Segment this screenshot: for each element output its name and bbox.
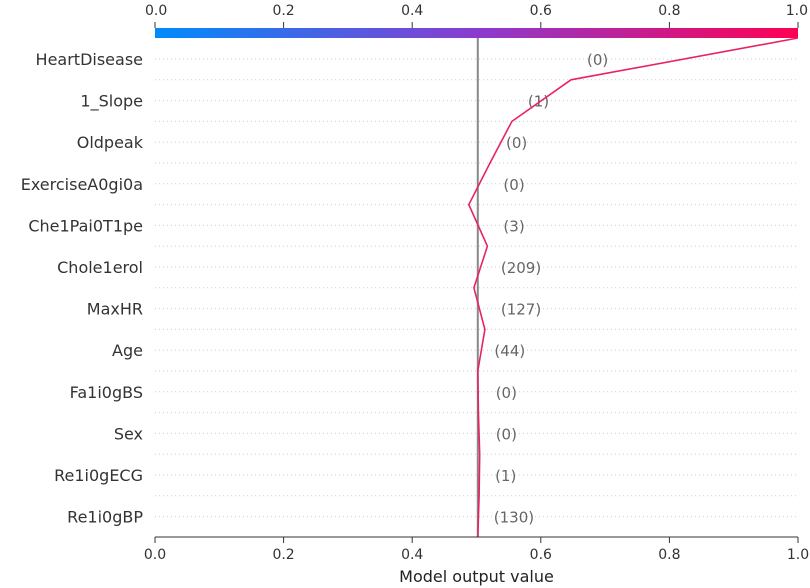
- feature-label: Sex: [114, 424, 143, 443]
- feature-value-label: (0): [496, 384, 517, 402]
- bottom-tick-label: 0.6: [530, 547, 552, 563]
- feature-value-label: (127): [501, 301, 541, 319]
- decision-path-line: [467, 37, 799, 538]
- top-tick-label: 0.4: [401, 3, 423, 19]
- top-tick-label: 0.0: [145, 3, 167, 19]
- feature-label: 1_Slope: [80, 92, 143, 112]
- feature-label: ExerciseA0gi0a: [21, 175, 143, 194]
- top-tick-label: 0.2: [272, 3, 294, 19]
- top-tick-label: 0.6: [530, 3, 552, 19]
- feature-label: Che1Pai0T1pe: [28, 216, 143, 235]
- feature-label: Fa1i0gBS: [70, 383, 143, 402]
- colorbar: [155, 28, 798, 38]
- gridlines: [155, 58, 798, 518]
- feature-label: Age: [112, 341, 143, 360]
- feature-value-label: (130): [494, 509, 534, 527]
- bottom-tick-label: 0.8: [658, 547, 680, 563]
- feature-label: MaxHR: [87, 300, 143, 319]
- bottom-tick-label: 0.2: [272, 547, 294, 563]
- feature-label: Oldpeak: [77, 133, 144, 152]
- top-axis: 0.0 0.2 0.4 0.6 0.8 1.0: [145, 3, 808, 28]
- feature-labels: HeartDisease 1_Slope Oldpeak ExerciseA0gi0a…: [21, 50, 144, 527]
- bottom-tick-label: 1.0: [787, 547, 809, 563]
- feature-label: Re1i0gECG: [54, 466, 143, 485]
- top-tick-label: 0.8: [658, 3, 680, 19]
- top-tick-label: 1.0: [786, 3, 808, 19]
- feature-label: Chole1erol: [57, 258, 143, 277]
- feature-value-label: (1): [495, 467, 516, 485]
- x-axis-title: Model output value: [399, 567, 554, 586]
- feature-value-label: (209): [501, 259, 541, 277]
- feature-label: Re1i0gBP: [67, 508, 143, 527]
- bottom-tick-label: 0.0: [144, 547, 166, 563]
- feature-value-label: (3): [503, 217, 524, 235]
- feature-value-label: (0): [506, 134, 527, 152]
- feature-value-label: (0): [503, 176, 524, 194]
- value-labels: (0)(1)(0)(0)(3)(209)(127)(44)(0)(0)(1)(1…: [494, 51, 608, 527]
- feature-value-label: (0): [496, 425, 517, 443]
- feature-value-label: (44): [494, 342, 525, 360]
- feature-label: HeartDisease: [36, 50, 143, 69]
- bottom-axis: 0.0 0.2 0.4 0.6 0.8 1.0: [144, 537, 809, 563]
- feature-value-label: (0): [587, 51, 608, 69]
- bottom-tick-label: 0.4: [401, 547, 423, 563]
